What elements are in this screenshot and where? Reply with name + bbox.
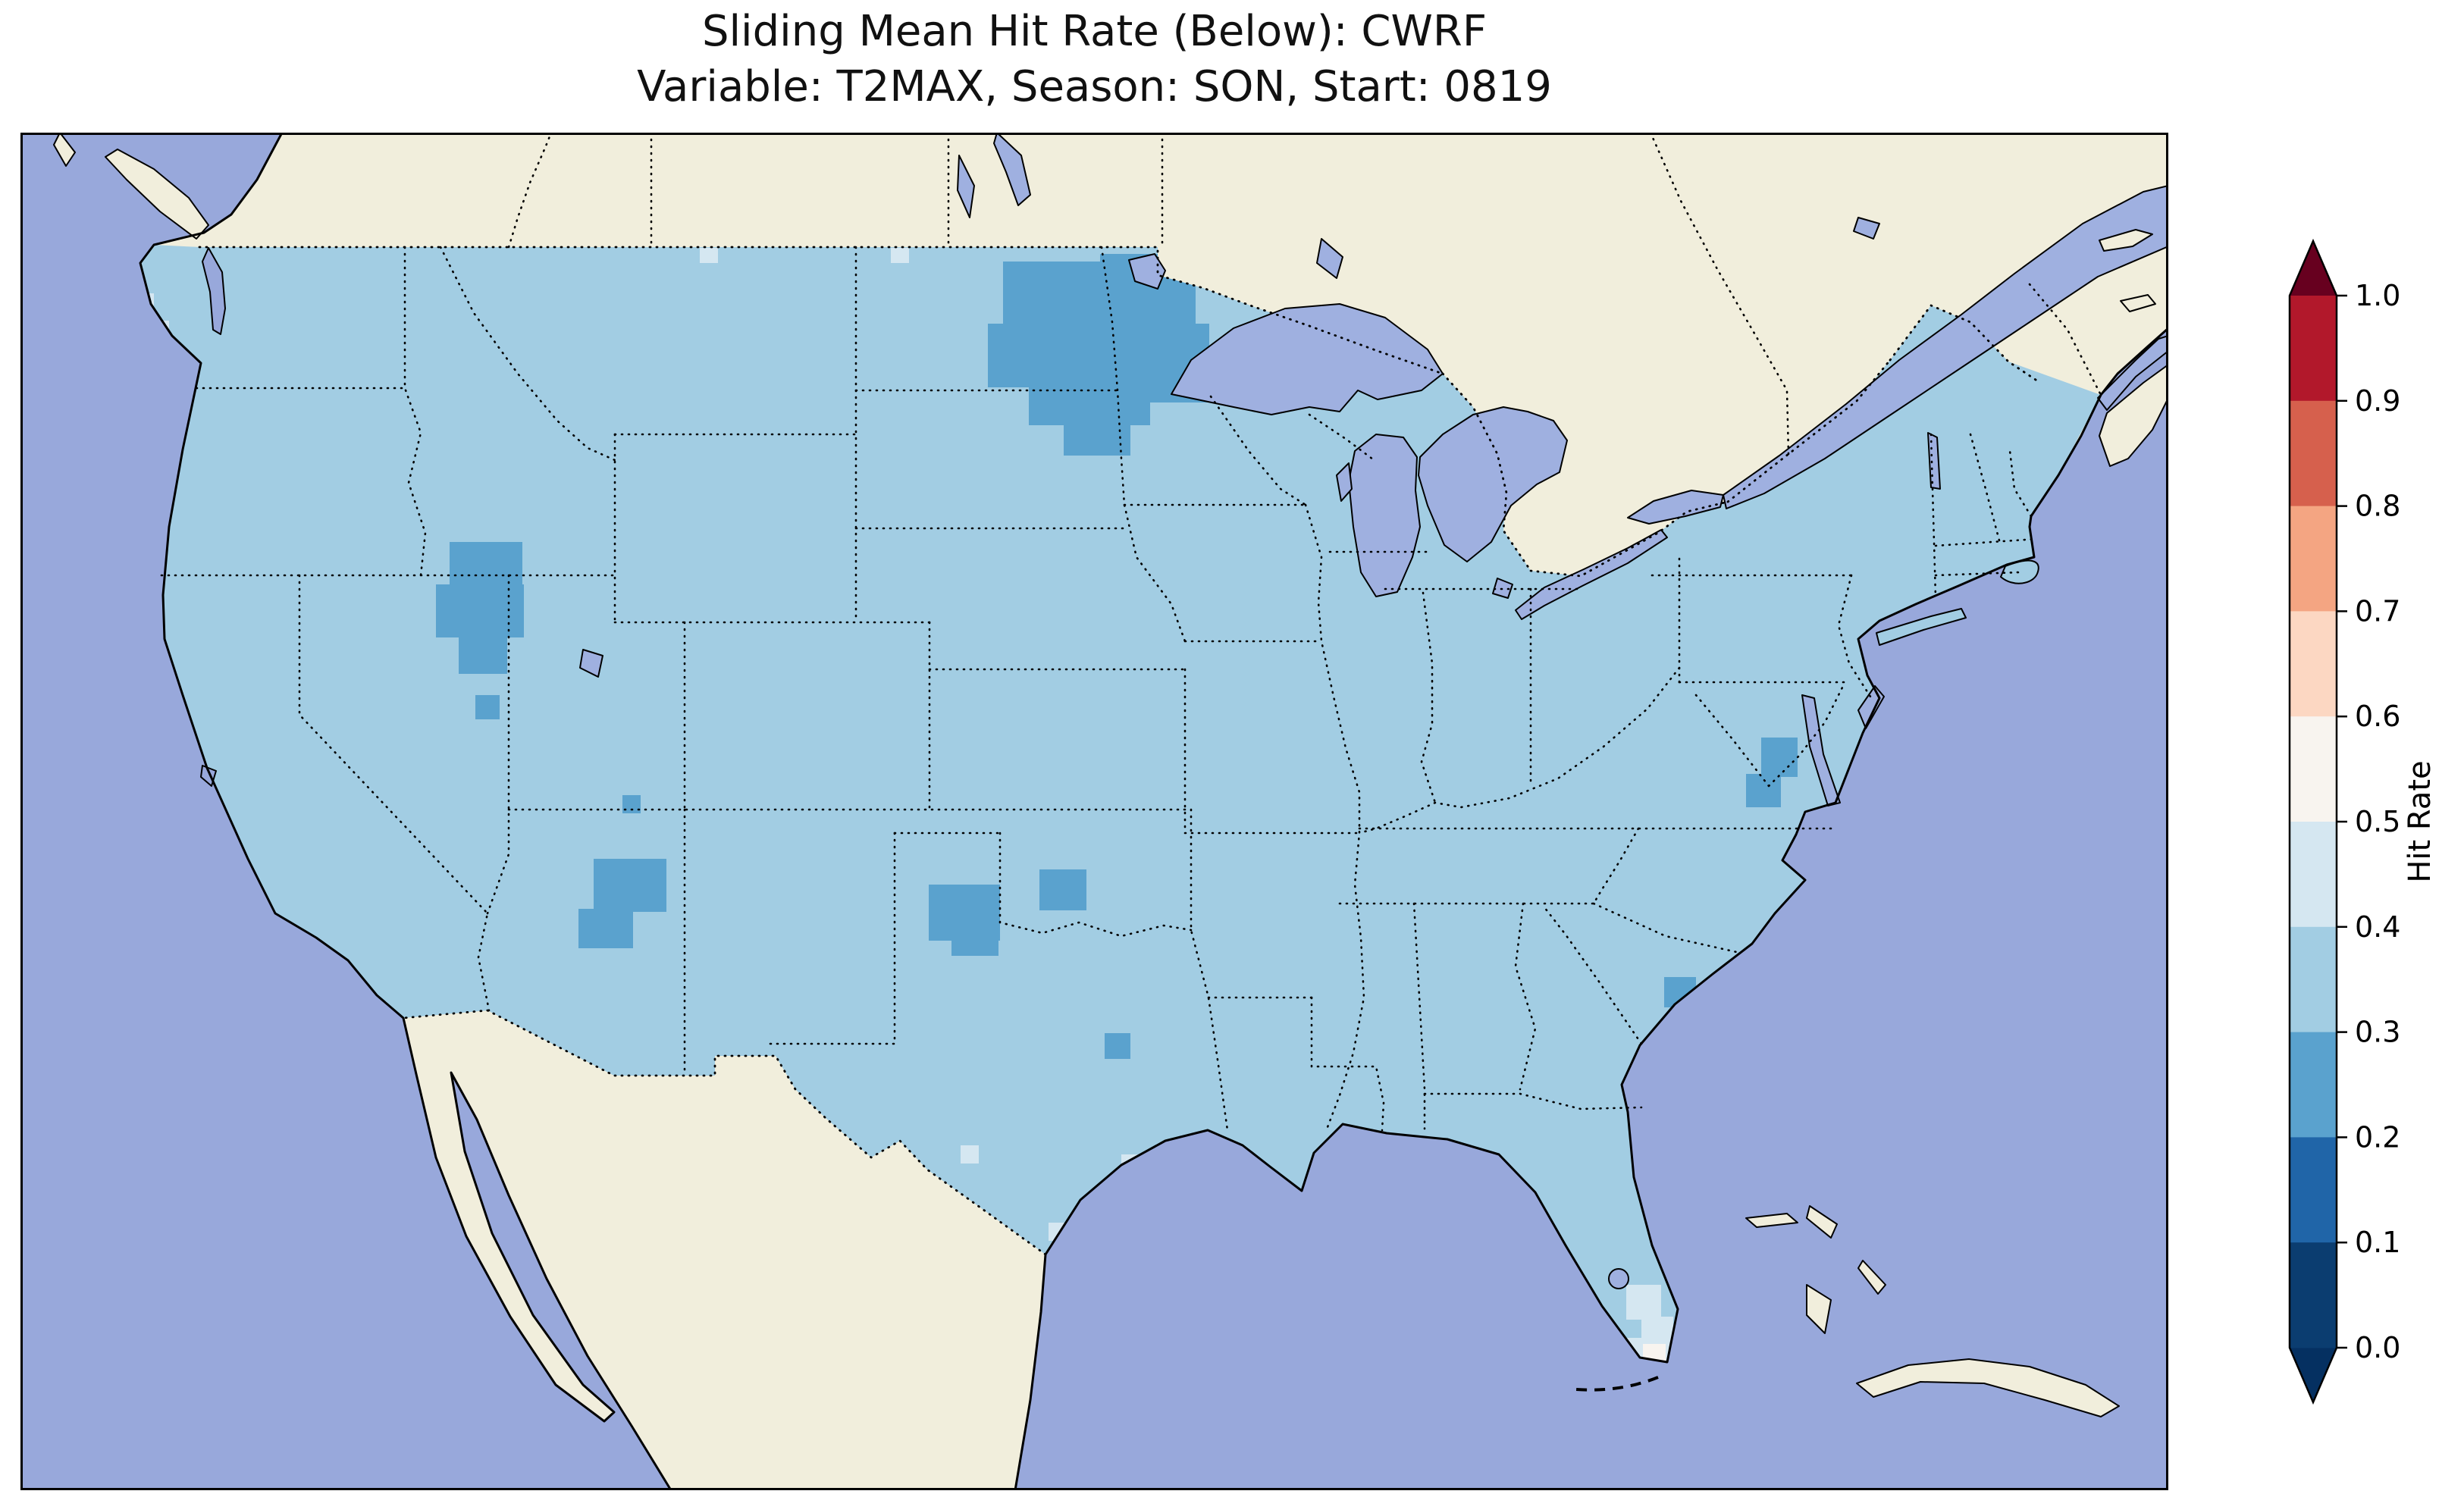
colorbar-tick-label: 0.7 [2355, 594, 2400, 628]
lake-manitoba [957, 155, 975, 218]
florida-keys [1575, 1376, 1659, 1392]
islands [53, 132, 2169, 1417]
abaco-island [1806, 1205, 1838, 1239]
us-region [140, 245, 2101, 1362]
title-line-2: Variable: T2MAX, Season: SON, Start: 081… [637, 61, 1552, 111]
vancouver-island [105, 149, 209, 240]
puget-sound [202, 247, 226, 335]
colorbar-axis-label: Hit Rate [2403, 760, 2437, 882]
colorbar-tick-label: 0.0 [2355, 1331, 2400, 1364]
prince-edward-island [2120, 294, 2156, 312]
cuba [1856, 1358, 2120, 1417]
colorbar-tick-label: 1.0 [2355, 279, 2400, 312]
lake-champlain [1927, 432, 1941, 490]
green-bay [1336, 462, 1353, 502]
colorbar-tick-label: 0.1 [2355, 1226, 2400, 1259]
eleuthera-island [1857, 1260, 1886, 1295]
lake-ontario [1627, 490, 1724, 525]
great-salt-lake [579, 649, 603, 678]
lake-superior [1171, 303, 1444, 415]
colorbar-tick-label: 0.9 [2355, 384, 2400, 418]
lake-st-jean [1853, 217, 1880, 240]
waterways [579, 185, 2169, 1289]
colorbar-tick-label: 0.5 [2355, 805, 2400, 838]
canada-province-borders [507, 131, 2102, 456]
colorbar: 1.0 0.9 0.8 0.7 0.6 0.5 0.4 0.3 0.2 0.1 0.0 Hit Rat… [2274, 227, 2464, 1478]
colorbar-svg: 1.0 0.9 0.8 0.7 0.6 0.5 0.4 0.3 0.2 0.1 0.0 Hit Rat… [2288, 238, 2437, 1405]
title-line-1: Sliding Mean Hit Rate (Below): CWRF [701, 7, 1487, 56]
haida-gwaii [53, 132, 76, 167]
great-lakes [1171, 303, 1724, 620]
long-island [1876, 608, 1967, 646]
colorbar-tick-label: 0.3 [2355, 1016, 2400, 1049]
colorbar-tick-label: 0.6 [2355, 700, 2400, 733]
map-panel [20, 131, 2170, 1492]
colorbar-tick-label: 0.8 [2355, 490, 2400, 523]
national-borders [198, 246, 2042, 1256]
figure-title: Sliding Mean Hit Rate (Below): CWRF Vari… [20, 5, 2168, 115]
us-hit-rate-map [20, 131, 2170, 1492]
lake-winnipeg [993, 132, 1031, 206]
lake-nipigon [1316, 238, 1343, 279]
nova-scotia [2099, 364, 2169, 467]
colorbar-tick-label: 0.2 [2355, 1120, 2400, 1154]
anticosti-island [2099, 229, 2153, 252]
andros-island [1806, 1284, 1832, 1334]
lake-huron [1418, 406, 1568, 562]
chesapeake-bay [1801, 694, 1841, 807]
lake-okeechobee [1608, 1268, 1629, 1289]
canadian-lakes [957, 132, 1880, 290]
coastline [139, 131, 2170, 1492]
map-frame [20, 133, 2168, 1490]
colorbar-tick-label: 0.4 [2355, 910, 2400, 944]
grand-bahama [1745, 1213, 1798, 1228]
state-borders [160, 246, 2039, 1132]
lake-of-the-woods [1128, 253, 1166, 290]
